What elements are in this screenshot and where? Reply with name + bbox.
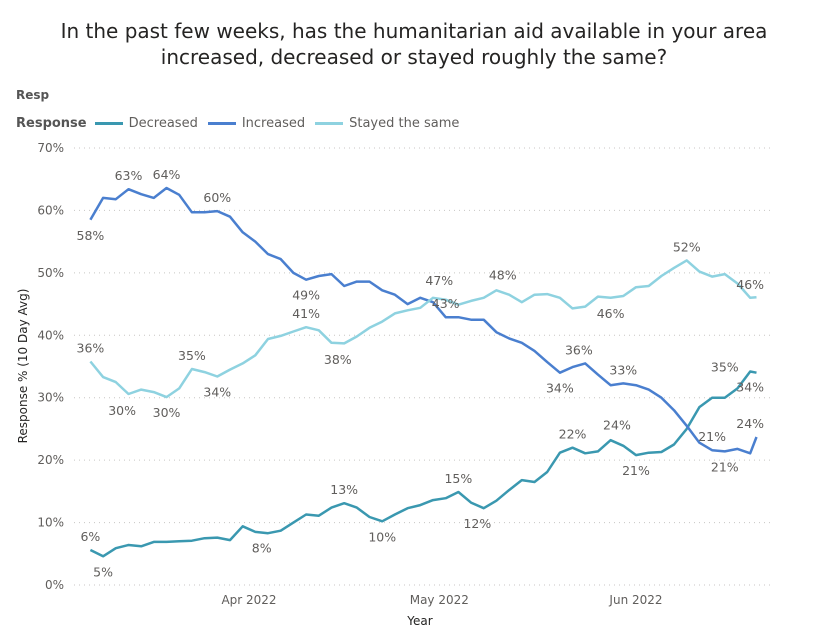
data-label: 43% [432,296,460,311]
data-label: 30% [153,405,181,420]
data-label: 35% [711,360,739,375]
x-tick-label: May 2022 [410,593,469,607]
data-label: 52% [673,239,701,254]
y-tick-label: 10% [37,516,64,530]
chart-title: In the past few weeks, has the humanitar… [60,19,768,69]
data-label: 60% [203,190,231,205]
legend-swatch [207,122,236,125]
data-label: 15% [444,471,472,486]
y-tick-label: 40% [37,328,64,342]
data-label: 30% [108,403,136,418]
data-label: 38% [324,352,352,367]
data-label: 48% [489,267,517,282]
legend-label: Increased [241,116,306,131]
legend-label: Decreased [128,116,198,131]
y-axis-title: Response % (10 Day Avg) [16,289,30,444]
data-label: 36% [565,342,593,357]
data-label: 35% [178,348,206,363]
legend-label: Stayed the same [349,116,460,131]
data-label: 36% [77,341,105,356]
legend-swatch [315,122,344,125]
data-label: 34% [546,381,574,396]
y-tick-label: 70% [37,141,64,155]
data-label: 58% [77,228,105,243]
y-tick-label: 60% [37,203,64,217]
legend-item-increased[interactable]: Increased [207,116,306,131]
data-label: 22% [559,427,587,442]
data-label: 21% [622,463,650,478]
data-label: 8% [252,541,272,556]
y-tick-label: 50% [37,266,64,280]
data-label: 6% [80,529,100,544]
truncated-header: Resp [16,88,50,102]
data-label: 33% [609,362,637,377]
x-axis-title: Year [406,614,432,628]
data-label: 24% [603,417,631,432]
data-label: 5% [93,564,113,579]
data-label: 34% [203,384,231,399]
data-label: 34% [736,379,764,394]
data-label: 49% [292,288,320,303]
legend-item-stayed-the-same[interactable]: Stayed the same [315,116,459,131]
legend: Response Decreased Increased Stayed the … [16,116,469,131]
data-label: 10% [368,529,396,544]
data-label: 47% [425,273,453,288]
data-label: 46% [597,306,625,321]
y-tick-label: 0% [45,578,64,592]
series-line-decreased [89,370,757,558]
y-tick-label: 30% [37,391,64,405]
data-label: 46% [736,277,764,292]
data-label: 21% [711,459,739,474]
series-line-increased [89,186,758,455]
legend-title: Response [16,116,87,131]
data-label: 12% [463,516,491,531]
legend-item-decreased[interactable]: Decreased [94,116,198,131]
data-label: 13% [330,482,358,497]
data-label: 64% [153,167,181,182]
data-label: 21% [698,429,726,444]
data-label: 24% [736,416,764,431]
series-line-stayed-the-same [89,259,757,399]
y-tick-label: 20% [37,453,64,467]
data-label: 63% [115,168,143,183]
legend-swatch [94,122,123,125]
x-tick-label: Jun 2022 [608,593,662,607]
data-label: 41% [292,306,320,321]
x-tick-label: Apr 2022 [221,593,276,607]
